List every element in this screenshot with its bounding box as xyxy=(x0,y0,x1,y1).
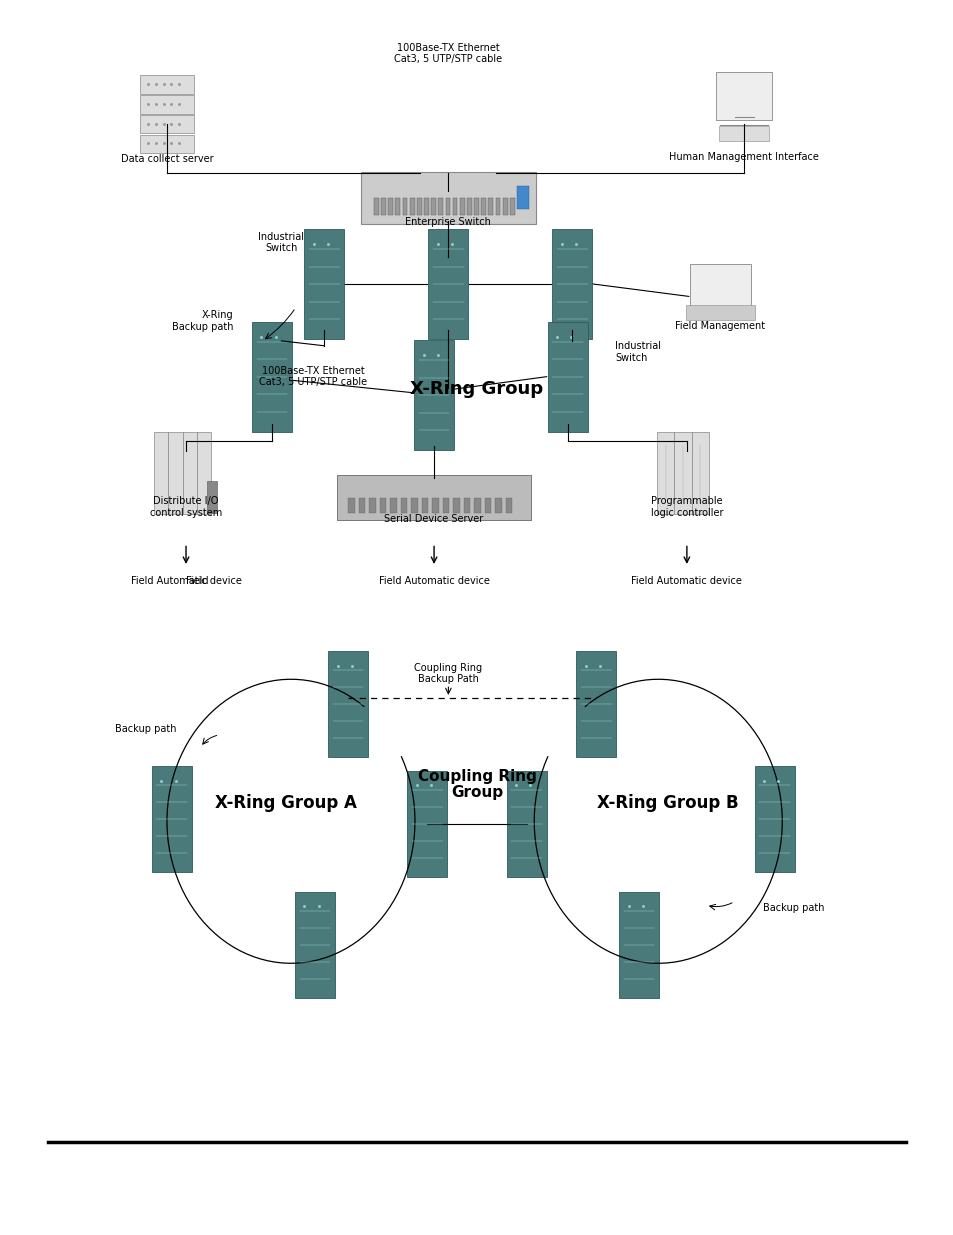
FancyBboxPatch shape xyxy=(431,198,436,215)
FancyBboxPatch shape xyxy=(618,892,659,998)
FancyBboxPatch shape xyxy=(496,198,499,215)
FancyBboxPatch shape xyxy=(360,172,536,224)
Text: Industrial
Switch: Industrial Switch xyxy=(615,341,660,363)
FancyBboxPatch shape xyxy=(517,186,528,209)
Text: Coupling Ring: Coupling Ring xyxy=(417,769,536,784)
FancyBboxPatch shape xyxy=(691,431,708,514)
FancyBboxPatch shape xyxy=(502,198,507,215)
FancyBboxPatch shape xyxy=(139,135,193,153)
Text: Serial Device Server: Serial Device Server xyxy=(384,514,483,524)
FancyBboxPatch shape xyxy=(294,892,335,998)
FancyBboxPatch shape xyxy=(409,198,414,215)
FancyBboxPatch shape xyxy=(395,198,400,215)
FancyBboxPatch shape xyxy=(402,198,407,215)
FancyBboxPatch shape xyxy=(407,771,447,877)
FancyBboxPatch shape xyxy=(390,498,396,513)
FancyBboxPatch shape xyxy=(416,198,421,215)
FancyBboxPatch shape xyxy=(445,198,450,215)
FancyBboxPatch shape xyxy=(139,95,193,114)
Text: 100Base-TX Ethernet
Cat3, 5 UTP/STP cable: 100Base-TX Ethernet Cat3, 5 UTP/STP cabl… xyxy=(394,43,502,64)
Text: Field Automatic device: Field Automatic device xyxy=(131,576,241,585)
FancyBboxPatch shape xyxy=(459,198,464,215)
FancyBboxPatch shape xyxy=(358,498,365,513)
FancyBboxPatch shape xyxy=(182,431,197,514)
FancyBboxPatch shape xyxy=(348,498,355,513)
Text: Data collect server: Data collect server xyxy=(120,154,213,164)
Text: Backup path: Backup path xyxy=(115,724,176,734)
FancyBboxPatch shape xyxy=(453,498,459,513)
Text: Field: Field xyxy=(186,576,212,585)
FancyBboxPatch shape xyxy=(495,498,501,513)
FancyBboxPatch shape xyxy=(197,431,212,514)
FancyBboxPatch shape xyxy=(369,498,375,513)
FancyBboxPatch shape xyxy=(474,498,480,513)
FancyBboxPatch shape xyxy=(154,431,168,514)
Text: Human Management Interface: Human Management Interface xyxy=(668,152,819,162)
FancyBboxPatch shape xyxy=(674,431,691,514)
Text: Group: Group xyxy=(451,785,502,800)
Text: 100Base-TX Ethernet
Cat3, 5 UTP/STP cable: 100Base-TX Ethernet Cat3, 5 UTP/STP cabl… xyxy=(258,366,367,388)
FancyBboxPatch shape xyxy=(388,198,393,215)
FancyBboxPatch shape xyxy=(719,126,768,141)
FancyBboxPatch shape xyxy=(139,75,193,94)
Text: Coupling Ring
Backup Path: Coupling Ring Backup Path xyxy=(414,663,482,684)
FancyBboxPatch shape xyxy=(437,198,442,215)
FancyBboxPatch shape xyxy=(421,498,428,513)
FancyBboxPatch shape xyxy=(414,340,454,450)
FancyBboxPatch shape xyxy=(506,771,546,877)
FancyBboxPatch shape xyxy=(442,498,449,513)
FancyBboxPatch shape xyxy=(208,480,216,514)
FancyBboxPatch shape xyxy=(480,198,485,215)
FancyBboxPatch shape xyxy=(152,766,192,872)
FancyBboxPatch shape xyxy=(547,322,587,432)
Text: Distribute I/O
control system: Distribute I/O control system xyxy=(150,496,222,517)
FancyBboxPatch shape xyxy=(576,651,616,757)
FancyBboxPatch shape xyxy=(432,498,438,513)
FancyBboxPatch shape xyxy=(379,498,386,513)
Text: Field Automatic device: Field Automatic device xyxy=(378,576,489,585)
Text: Field Management: Field Management xyxy=(675,321,764,331)
FancyBboxPatch shape xyxy=(474,198,478,215)
Text: Programmable
logic controller: Programmable logic controller xyxy=(650,496,722,517)
FancyBboxPatch shape xyxy=(754,766,794,872)
FancyBboxPatch shape xyxy=(463,498,470,513)
FancyBboxPatch shape xyxy=(685,305,754,320)
FancyBboxPatch shape xyxy=(423,198,429,215)
FancyBboxPatch shape xyxy=(411,498,417,513)
FancyBboxPatch shape xyxy=(168,431,182,514)
FancyBboxPatch shape xyxy=(488,198,493,215)
FancyBboxPatch shape xyxy=(689,264,750,309)
FancyBboxPatch shape xyxy=(374,198,378,215)
FancyBboxPatch shape xyxy=(139,115,193,133)
FancyBboxPatch shape xyxy=(715,72,772,120)
FancyBboxPatch shape xyxy=(381,198,385,215)
Text: X-Ring Group: X-Ring Group xyxy=(410,380,543,398)
Text: X-Ring Group A: X-Ring Group A xyxy=(215,794,356,811)
FancyBboxPatch shape xyxy=(304,230,344,338)
FancyBboxPatch shape xyxy=(657,431,674,514)
Text: Enterprise Switch: Enterprise Switch xyxy=(405,217,491,227)
FancyBboxPatch shape xyxy=(428,230,468,338)
FancyBboxPatch shape xyxy=(336,475,531,520)
FancyBboxPatch shape xyxy=(252,322,292,432)
Text: Field Automatic device: Field Automatic device xyxy=(631,576,741,585)
FancyBboxPatch shape xyxy=(467,198,471,215)
FancyBboxPatch shape xyxy=(453,198,457,215)
FancyBboxPatch shape xyxy=(400,498,407,513)
FancyBboxPatch shape xyxy=(505,498,512,513)
FancyBboxPatch shape xyxy=(509,198,514,215)
FancyBboxPatch shape xyxy=(328,651,368,757)
FancyBboxPatch shape xyxy=(552,230,592,338)
Text: Industrial
Switch: Industrial Switch xyxy=(258,232,304,253)
Text: Backup path: Backup path xyxy=(762,903,823,913)
Text: X-Ring
Backup path: X-Ring Backup path xyxy=(172,310,233,332)
FancyBboxPatch shape xyxy=(484,498,491,513)
Text: X-Ring Group B: X-Ring Group B xyxy=(597,794,738,811)
